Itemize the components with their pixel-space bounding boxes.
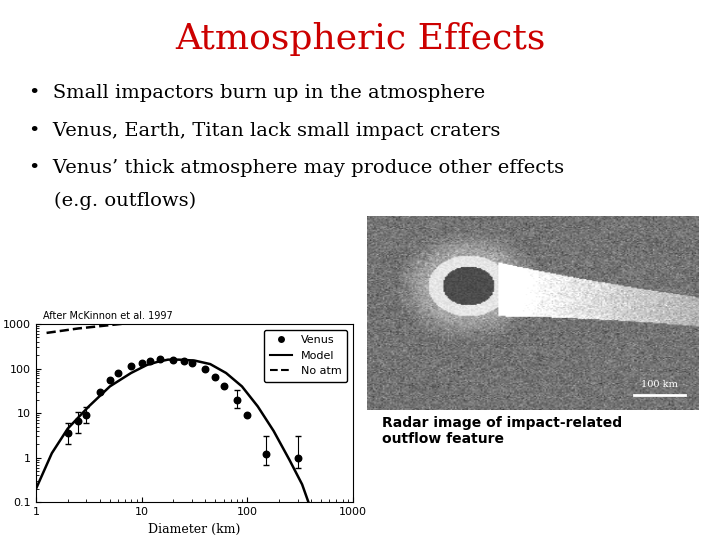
- Point: [125, 361, 137, 370]
- Text: •  Small impactors burn up in the atmosphere: • Small impactors burn up in the atmosph…: [29, 84, 485, 102]
- Text: Atmospheric Effects: Atmospheric Effects: [175, 22, 545, 56]
- Point: [292, 454, 303, 462]
- Point: [81, 411, 92, 420]
- Point: [112, 368, 124, 377]
- Text: 100 km: 100 km: [641, 380, 678, 389]
- Point: [210, 373, 221, 381]
- Text: •  Venus, Earth, Titan lack small impact craters: • Venus, Earth, Titan lack small impact …: [29, 122, 500, 139]
- Text: (e.g. outflows): (e.g. outflows): [29, 192, 196, 210]
- Legend: Venus, Model, No atm: Venus, Model, No atm: [264, 329, 347, 382]
- Point: [178, 357, 189, 366]
- Point: [104, 376, 116, 384]
- Point: [94, 388, 105, 396]
- Point: [72, 417, 84, 426]
- Point: [144, 356, 156, 365]
- Point: [154, 355, 166, 364]
- Point: [168, 356, 179, 364]
- Point: [62, 429, 73, 438]
- X-axis label: Diameter (km): Diameter (km): [148, 523, 240, 536]
- Point: [231, 395, 243, 404]
- Point: [199, 364, 211, 373]
- Point: [136, 359, 148, 368]
- Text: After McKinnon et al. 1997: After McKinnon et al. 1997: [43, 311, 173, 321]
- Point: [241, 411, 253, 420]
- Text: Radar image of impact-related
outflow feature: Radar image of impact-related outflow fe…: [382, 416, 622, 446]
- Point: [260, 450, 271, 458]
- Text: •  Venus’ thick atmosphere may produce other effects: • Venus’ thick atmosphere may produce ot…: [29, 159, 564, 177]
- Point: [218, 382, 230, 390]
- Point: [186, 359, 198, 368]
